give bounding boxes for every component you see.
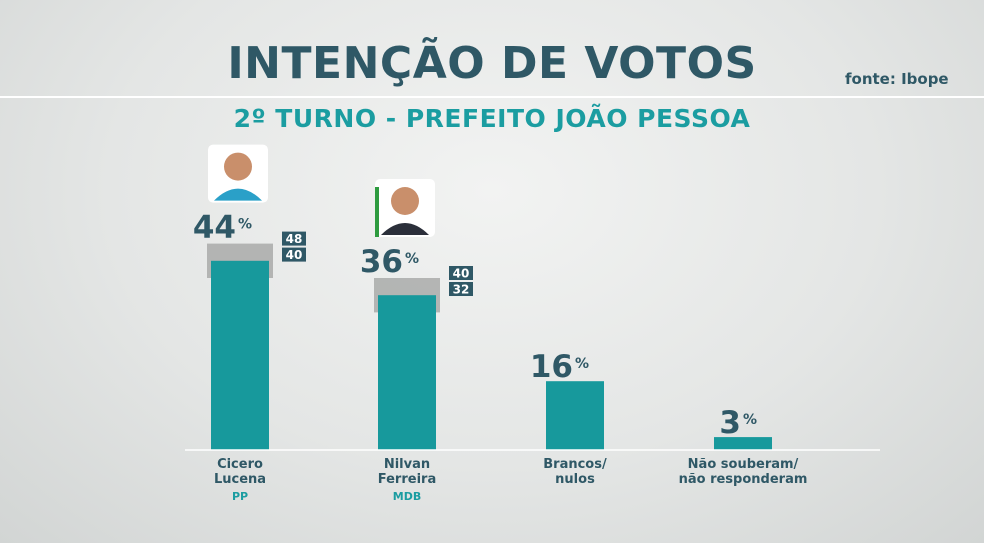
category-label: Lucena — [214, 472, 266, 487]
bar — [714, 437, 772, 450]
candidate-photo-icon — [375, 179, 435, 237]
photo-shoulders — [214, 188, 262, 201]
value-label: 44 — [193, 210, 236, 246]
value-label: 36 — [360, 244, 403, 280]
category-label: Brancos/ — [543, 457, 607, 472]
range-low-box — [449, 282, 473, 296]
category-label: nulos — [555, 472, 595, 487]
percent-sign: % — [743, 412, 757, 428]
value-label: 3 — [719, 405, 741, 441]
percent-sign: % — [238, 217, 252, 233]
photo-accent — [375, 187, 379, 237]
percent-sign: % — [405, 251, 419, 267]
bar — [211, 260, 269, 450]
candidate-photo-icon — [208, 144, 268, 203]
range-high-label: 40 — [453, 267, 470, 281]
range-high-box — [449, 266, 473, 280]
source-label: fonte: Ibope — [845, 70, 949, 88]
percent-sign: % — [575, 356, 589, 372]
photo-head — [391, 187, 419, 215]
value-label: 16 — [530, 349, 573, 385]
bar — [546, 381, 604, 450]
range-low-label: 40 — [286, 248, 303, 262]
party-label: MDB — [393, 490, 421, 503]
category-label: Nilvan — [384, 457, 430, 472]
party-label: PP — [232, 490, 248, 503]
range-low-label: 32 — [453, 283, 470, 297]
range-high-label: 48 — [286, 232, 303, 246]
category-label: Ferreira — [378, 472, 436, 487]
bar — [378, 295, 436, 450]
photo-head — [224, 152, 252, 181]
range-low-box — [282, 247, 306, 262]
chart-title: INTENÇÃO DE VOTOS — [227, 38, 757, 89]
title-divider — [0, 96, 984, 98]
category-label: Cicero — [217, 457, 263, 472]
category-label: Não souberam/ — [688, 457, 799, 472]
category-label: não responderam — [679, 472, 808, 487]
range-high-box — [282, 231, 306, 246]
photo-shoulders — [381, 223, 429, 235]
chart-subtitle: 2º TURNO - PREFEITO JOÃO PESSOA — [233, 104, 751, 133]
